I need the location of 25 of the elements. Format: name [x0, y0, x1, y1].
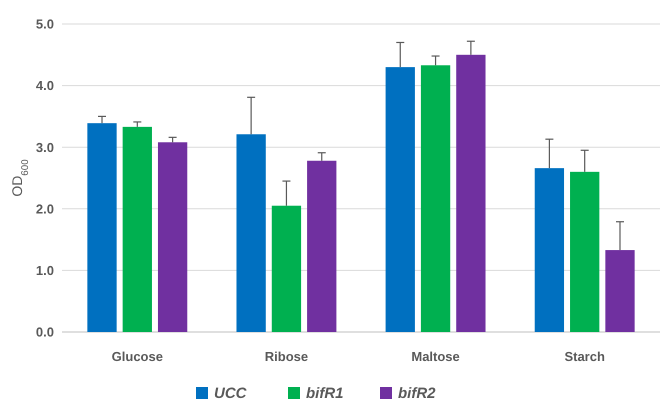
bar [307, 160, 336, 332]
y-tick-label: 3.0 [36, 140, 54, 155]
legend-label: bifR2 [398, 385, 436, 402]
bar [272, 206, 302, 332]
bar [420, 65, 450, 332]
x-tick-label: Glucose [112, 349, 163, 364]
y-tick-label: 1.0 [36, 262, 54, 278]
legend-label: UCC [214, 385, 248, 402]
bar [605, 250, 635, 332]
bar [386, 67, 415, 332]
bar [456, 54, 486, 332]
x-tick-label: Maltose [411, 349, 460, 364]
bar [570, 172, 600, 332]
bar [158, 142, 188, 332]
x-tick-label: Ribose [264, 349, 308, 364]
y-tick-label: 0.0 [36, 324, 54, 340]
x-tick-label: Starch [564, 349, 605, 364]
y-tick-label: 2.0 [36, 201, 54, 216]
bar [122, 126, 152, 332]
bar [534, 168, 564, 332]
bar [87, 123, 117, 332]
y-tick-label: 5.0 [36, 16, 54, 32]
legend-label: bifR1 [306, 385, 344, 402]
bar [236, 134, 266, 332]
y-tick-label: 4.0 [36, 78, 54, 94]
